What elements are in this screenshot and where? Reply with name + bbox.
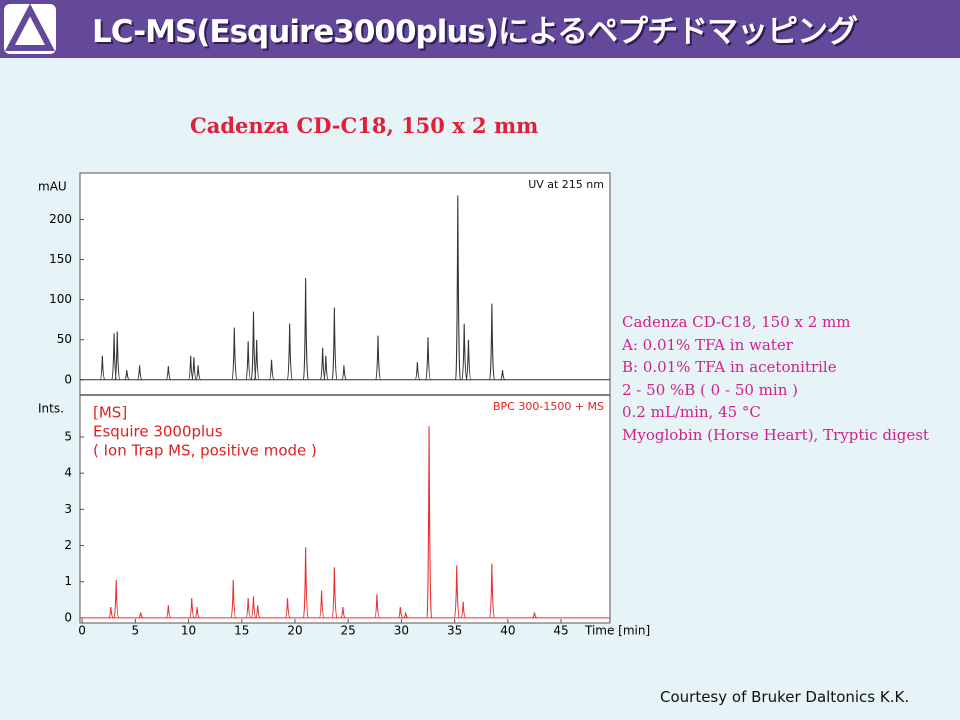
y-axis-label: Ints. — [38, 402, 64, 416]
peak — [165, 366, 172, 381]
peak — [341, 365, 347, 381]
peak — [455, 195, 461, 381]
peak — [108, 607, 114, 619]
x-tick-label: 15 — [234, 624, 249, 638]
condition-line: B: 0.01% TFA in acetonitrile — [622, 358, 837, 376]
y-tick-label: 50 — [57, 332, 72, 346]
peak — [460, 601, 467, 619]
x-tick-label: 5 — [132, 624, 140, 638]
peak — [195, 365, 201, 381]
conditions: Cadenza CD-C18, 150 x 2 mm A: 0.01% TFA i… — [622, 311, 929, 446]
y-tick-label: 5 — [64, 429, 72, 443]
peak — [414, 362, 421, 381]
x-tick-label: 40 — [500, 624, 515, 638]
peak — [194, 607, 200, 619]
peak — [323, 355, 329, 381]
y-tick-label: 0 — [64, 372, 72, 386]
peak — [331, 307, 338, 381]
peak — [245, 341, 252, 381]
peak — [245, 598, 252, 619]
peak — [461, 323, 468, 381]
y-tick-label: 1 — [64, 574, 72, 588]
peak — [489, 563, 496, 619]
peak — [138, 612, 144, 619]
peak — [286, 323, 293, 381]
y-tick-label: 100 — [49, 292, 72, 306]
y-tick-label: 2 — [64, 538, 72, 552]
y-axis-label: mAU — [38, 180, 67, 194]
panel-label: [MS] — [93, 404, 127, 422]
figure-title: Cadenza CD-C18, 150 x 2 mm — [190, 113, 539, 138]
peak — [268, 359, 275, 381]
peak — [99, 355, 106, 381]
logo — [4, 3, 56, 54]
annotation: UV at 215 nm — [528, 178, 604, 191]
peak — [137, 365, 143, 381]
y-tick-label: 0 — [64, 610, 72, 624]
peak — [426, 426, 433, 619]
peak — [403, 612, 409, 619]
peak — [253, 339, 260, 381]
condition-line: A: 0.01% TFA in water — [622, 335, 793, 354]
peak — [500, 370, 506, 381]
peak — [375, 335, 382, 381]
peak — [397, 607, 404, 619]
peak — [250, 311, 257, 381]
peak — [453, 565, 460, 619]
x-axis-label: Time [min] — [584, 624, 650, 638]
annotation: BPC 300-1500 + MS — [493, 400, 604, 413]
peak — [284, 598, 291, 619]
header: LC-MS(Esquire3000plus)によるペプチドマッピング — [0, 0, 960, 58]
peak — [318, 590, 325, 619]
plot-frame — [79, 172, 611, 624]
x-tick-label: 20 — [287, 624, 302, 638]
peak — [231, 327, 238, 381]
x-tick-label: 0 — [78, 624, 86, 638]
x-tick-label: 45 — [553, 624, 568, 638]
peak — [188, 598, 195, 619]
y-tick-label: 4 — [64, 466, 72, 480]
peak — [532, 612, 538, 619]
peak — [425, 337, 432, 381]
peak — [191, 357, 198, 381]
condition-line: 0.2 mL/min, 45 °C — [622, 403, 761, 421]
credit: Courtesy of Bruker Daltonics K.K. — [660, 688, 910, 706]
peak — [340, 607, 346, 619]
peak — [302, 277, 309, 381]
logo-icon — [5, 3, 55, 51]
peak — [331, 567, 338, 619]
panel-label: ( Ion Trap MS, positive mode ) — [93, 442, 317, 460]
peak — [489, 303, 496, 381]
peak — [114, 331, 121, 381]
page-title: LC-MS(Esquire3000plus)によるペプチドマッピング — [92, 14, 858, 50]
y-tick-label: 200 — [49, 212, 72, 226]
condition-line: Myoglobin (Horse Heart), Tryptic digest — [622, 425, 929, 444]
peak — [124, 370, 130, 381]
x-tick-label: 35 — [447, 624, 462, 638]
panel-label: Esquire 3000plus — [93, 423, 223, 441]
peak — [250, 596, 257, 619]
condition-line: 2 - 50 %B ( 0 - 50 min ) — [622, 380, 798, 399]
condition-line: Cadenza CD-C18, 150 x 2 mm — [622, 313, 851, 331]
y-tick-label: 150 — [49, 252, 72, 266]
peak — [374, 594, 381, 619]
peak — [113, 579, 120, 619]
x-tick-label: 10 — [181, 624, 196, 638]
y-tick-label: 3 — [64, 502, 72, 516]
x-tick-label: 25 — [341, 624, 356, 638]
peak — [465, 339, 472, 381]
x-tick-label: 30 — [394, 624, 409, 638]
peak — [165, 605, 172, 619]
peak — [302, 547, 309, 619]
peak — [255, 605, 261, 619]
peak — [230, 579, 237, 619]
